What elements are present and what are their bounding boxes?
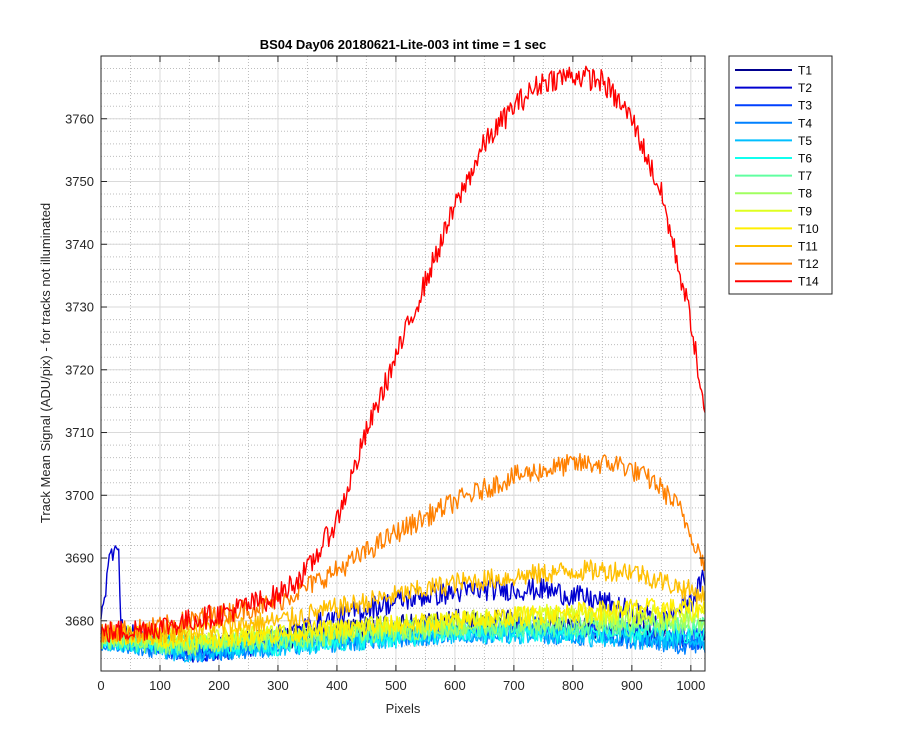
series-line-t11 — [100, 559, 706, 645]
legend: T1 T2 T3 T4 T5 T6 T7 T8 T9 T10 T11 T12 T14 — [728, 55, 833, 295]
y-tick-label: 3700 — [65, 488, 94, 503]
series-line-t14 — [100, 65, 706, 643]
legend-label-t4: T4 — [798, 116, 812, 130]
x-tick-label: 700 — [503, 678, 525, 693]
x-tick-label: 400 — [326, 678, 348, 693]
y-tick-label: 3680 — [65, 613, 94, 628]
x-axis-label: Pixels — [386, 701, 421, 716]
major-grid — [100, 56, 705, 671]
x-tick-label: 500 — [385, 678, 407, 693]
y-axis-label: Track Mean Signal (ADU/pix) - for tracks… — [38, 203, 53, 523]
plot-frame — [100, 55, 706, 672]
legend-label-t8: T8 — [798, 187, 812, 201]
y-tick-label: 3720 — [65, 362, 94, 377]
x-tick-label: 0 — [97, 678, 104, 693]
legend-label-t2: T2 — [798, 81, 812, 95]
y-tick-label: 3710 — [65, 425, 94, 440]
y-axis: 3680 3690 3700 3710 3720 3730 3740 3750 3760 — [65, 111, 705, 628]
y-tick-label: 3760 — [65, 111, 94, 126]
x-tick-label: 300 — [267, 678, 289, 693]
series-line-t12 — [100, 453, 706, 643]
x-tick-label: 800 — [562, 678, 584, 693]
minor-grid — [101, 55, 705, 672]
series-line-t8 — [100, 610, 706, 656]
legend-label-t6: T6 — [798, 152, 812, 166]
legend-label-t1: T1 — [798, 64, 812, 78]
x-tick-label: 1000 — [676, 678, 705, 693]
x-tick-label: 200 — [208, 678, 230, 693]
legend-label-t9: T9 — [798, 204, 812, 218]
legend-label-t3: T3 — [798, 99, 812, 113]
y-tick-label: 3750 — [65, 174, 94, 189]
x-tick-label: 100 — [149, 678, 171, 693]
legend-label-t10: T10 — [798, 222, 819, 236]
legend-label-t11: T11 — [798, 240, 818, 254]
legend-label-t5: T5 — [798, 134, 812, 148]
y-tick-label: 3690 — [65, 551, 94, 566]
y-tick-label: 3740 — [65, 237, 94, 252]
chart-title: BS04 Day06 20180621-Lite-003 int time = … — [260, 37, 547, 52]
legend-label-t12: T12 — [798, 257, 819, 271]
y-tick-label: 3730 — [65, 300, 94, 315]
series-layer — [100, 65, 706, 663]
legend-label-t7: T7 — [798, 169, 812, 183]
x-tick-label: 600 — [444, 678, 466, 693]
legend-label-t14: T14 — [798, 275, 819, 289]
plot-area — [101, 56, 705, 671]
x-tick-label: 900 — [621, 678, 643, 693]
x-axis: 0 100 200 300 400 500 600 700 800 900 1000 — [97, 56, 705, 693]
